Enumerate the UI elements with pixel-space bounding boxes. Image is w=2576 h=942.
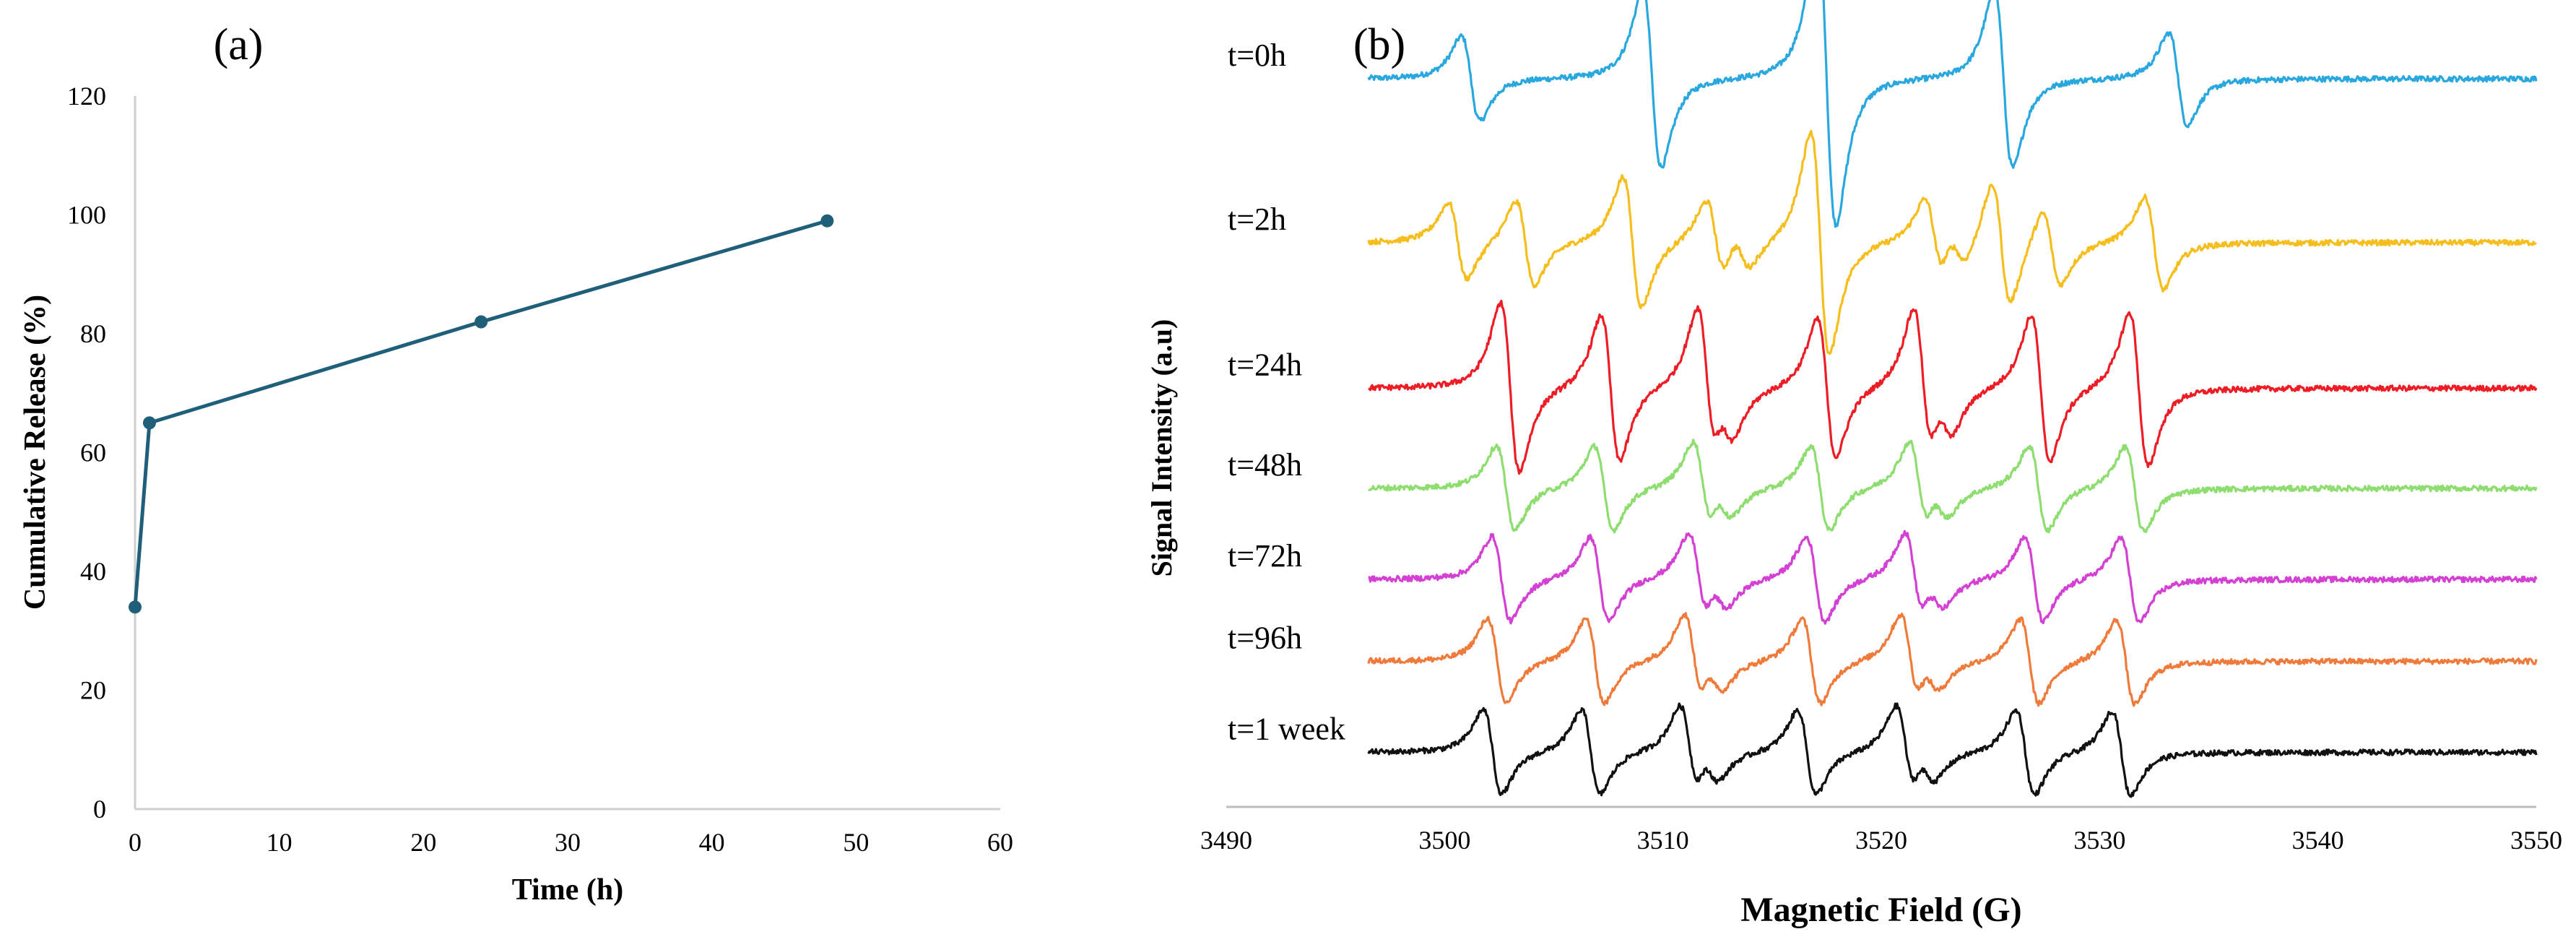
panel-b-trace — [1367, 612, 2538, 707]
panel-b-x-tick-label: 3510 — [1637, 826, 1689, 855]
panel-b-trace-label: t=2h — [1228, 202, 1286, 237]
panel-b-x-tick-label: 3500 — [1418, 826, 1470, 855]
panel-b-trace — [1368, 530, 2538, 625]
panel-a-y-tick-label: 60 — [80, 438, 106, 467]
panel-b-x-tick-label: 3530 — [2073, 826, 2125, 855]
panel-a-x-ticks: 0 10 20 30 40 50 60 — [129, 828, 1013, 857]
panel-a-y-tick-label: 120 — [67, 82, 106, 111]
panel-a-y-tick-label: 0 — [93, 795, 106, 824]
panel-a-y-tick-label: 40 — [80, 557, 106, 586]
panel-a-y-tick-label: 80 — [80, 319, 106, 348]
panel-b-x-tick-label: 3490 — [1200, 826, 1252, 855]
panel-b-trace — [1368, 438, 2538, 534]
panel-a-label: (a) — [214, 20, 264, 69]
panel-b-x-tick-label: 3520 — [1855, 826, 1907, 855]
panel-a-x-tick-label: 0 — [129, 828, 142, 857]
panel-b-x-tick-label: 3550 — [2510, 826, 2562, 855]
panel-b-trace — [1367, 702, 2538, 798]
panel-a-x-tick-label: 10 — [266, 828, 292, 857]
panel-a-data-point — [129, 600, 142, 614]
panel-b-trace-label: t=48h — [1228, 447, 1302, 483]
panel-b-trace-label: t=1 week — [1228, 711, 1345, 746]
panel-a-series — [129, 214, 834, 614]
panel-a-x-tick-label: 50 — [843, 828, 869, 857]
panel-b-trace-label: t=72h — [1228, 538, 1302, 574]
panel-b-series: t=0h t=2h t=24h t=48h t=72h t=96h t=1 week — [1228, 0, 2538, 798]
panel-a-y-axis-title: Cumulative Release (%) — [19, 295, 52, 610]
panel-b-x-ticks: 3490 3500 3510 3520 3530 3540 3550 — [1200, 826, 2562, 855]
panel-b-label: (b) — [1353, 20, 1405, 69]
panel-a-x-tick-label: 40 — [699, 828, 725, 857]
panel-b-trace-label: t=96h — [1228, 620, 1302, 655]
panel-a-release-chart: (a) 0 20 40 60 80 100 120 0 10 20 30 40 50 60 Time (… — [19, 20, 1013, 907]
panel-a-data-point — [820, 214, 834, 228]
panel-a-y-tick-label: 20 — [80, 676, 106, 705]
panel-a-x-tick-label: 20 — [410, 828, 436, 857]
panel-a-y-ticks: 0 20 40 60 80 100 120 — [67, 82, 106, 824]
panel-a-y-tick-label: 100 — [67, 201, 106, 230]
panel-a-x-tick-label: 60 — [987, 828, 1013, 857]
panel-b-trace — [1367, 0, 2538, 228]
panel-b-trace-label: t=24h — [1228, 347, 1302, 382]
panel-b-x-tick-label: 3540 — [2292, 826, 2344, 855]
panel-b-y-axis-title: Signal Intensity (a.u) — [1145, 319, 1178, 577]
panel-b-trace — [1367, 129, 2537, 355]
panel-a-x-axis-title: Time (h) — [512, 873, 623, 907]
panel-a-release-line — [133, 219, 828, 608]
panel-a-data-point — [474, 315, 488, 329]
panel-a-x-tick-label: 30 — [555, 828, 581, 857]
panel-b-x-axis-title: Magnetic Field (G) — [1740, 891, 2021, 929]
panel-b-trace-label: t=0h — [1228, 38, 1286, 73]
panel-a-data-point — [142, 416, 156, 430]
panel-b-trace — [1368, 299, 2538, 475]
panel-b-epr-chart: (b) 3490 3500 3510 3520 3530 3540 3550 Magneti… — [1145, 0, 2562, 929]
